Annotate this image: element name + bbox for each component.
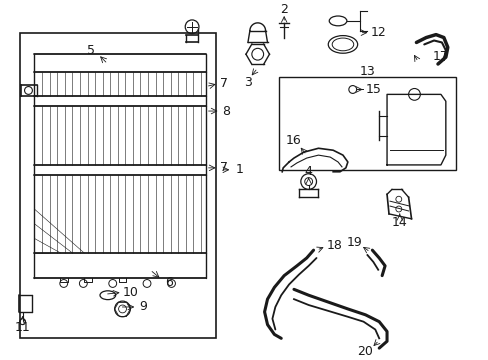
Text: 12: 12 [369, 26, 386, 39]
Text: 2: 2 [280, 3, 287, 15]
Text: 11: 11 [15, 321, 30, 334]
Text: 16: 16 [285, 134, 301, 147]
Text: 6: 6 [164, 276, 172, 289]
Text: 13: 13 [359, 66, 375, 78]
Text: 5: 5 [87, 44, 95, 57]
Bar [20, 33, 215, 338]
Text: 9: 9 [139, 301, 147, 314]
Text: 7: 7 [220, 77, 228, 90]
Text: 14: 14 [391, 216, 407, 229]
Text: 20: 20 [357, 345, 373, 357]
Text: 17: 17 [432, 50, 448, 63]
Text: 8: 8 [222, 104, 230, 117]
Text: 4: 4 [304, 165, 312, 178]
Text: 15: 15 [365, 83, 381, 96]
Text: 18: 18 [325, 239, 342, 252]
Text: 1: 1 [236, 163, 244, 176]
Text: 10: 10 [122, 286, 138, 299]
Text: 19: 19 [346, 236, 362, 249]
Bar [279, 77, 455, 170]
Text: 3: 3 [244, 76, 251, 89]
Text: 7: 7 [220, 161, 228, 174]
